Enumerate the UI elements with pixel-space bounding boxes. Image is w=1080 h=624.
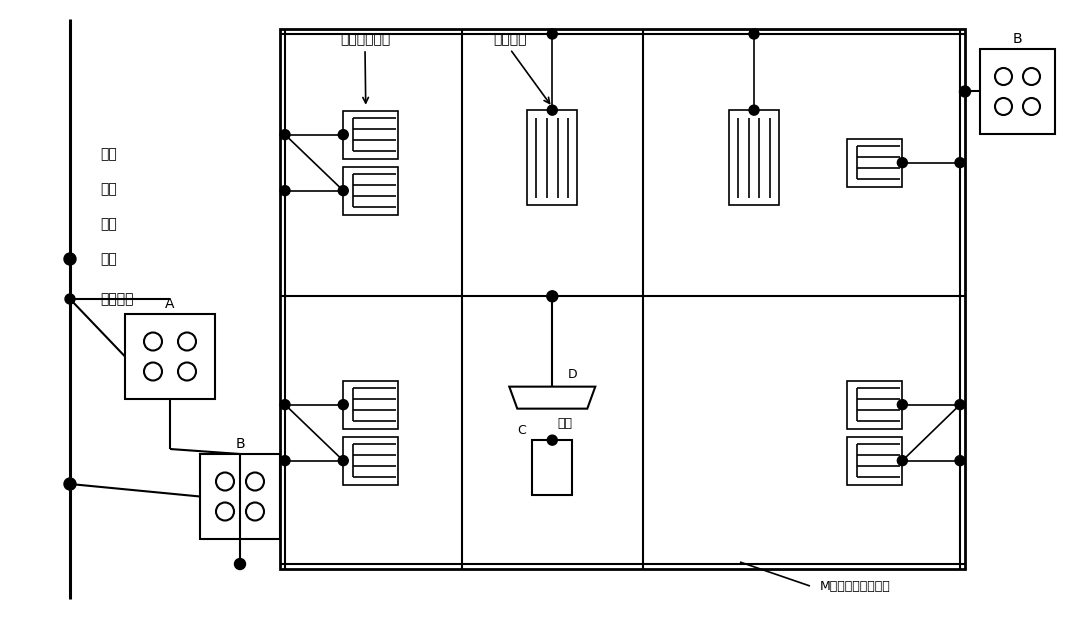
Bar: [343, 167, 399, 215]
Text: 干线: 干线: [100, 252, 117, 266]
Circle shape: [280, 399, 291, 409]
Circle shape: [897, 158, 907, 168]
Text: M型等电位连接网络: M型等电位连接网络: [820, 580, 891, 593]
Bar: [343, 437, 399, 485]
Circle shape: [897, 399, 907, 409]
Bar: [532, 440, 572, 495]
Bar: [980, 49, 1055, 134]
Circle shape: [234, 558, 245, 570]
Circle shape: [955, 456, 966, 466]
Circle shape: [280, 456, 291, 466]
Circle shape: [338, 399, 348, 409]
Text: 设备机房示意: 设备机房示意: [340, 32, 390, 46]
Circle shape: [64, 478, 76, 490]
Circle shape: [897, 456, 907, 466]
Bar: [848, 437, 903, 485]
Text: B: B: [235, 437, 245, 451]
Text: 竖井: 竖井: [100, 182, 117, 196]
Circle shape: [750, 105, 759, 115]
Circle shape: [548, 435, 557, 445]
Bar: [848, 139, 903, 187]
Circle shape: [959, 86, 971, 97]
Bar: [125, 314, 215, 399]
Text: 电气: 电气: [100, 147, 117, 161]
Text: B: B: [1013, 32, 1023, 46]
Circle shape: [338, 130, 348, 140]
Circle shape: [64, 253, 76, 265]
Bar: [343, 110, 399, 158]
Bar: [343, 381, 399, 429]
Text: 本层竖井: 本层竖井: [100, 292, 134, 306]
Circle shape: [338, 456, 348, 466]
Circle shape: [548, 29, 557, 39]
Text: 单台设备: 单台设备: [494, 32, 527, 46]
Polygon shape: [510, 387, 595, 409]
Text: 接地: 接地: [100, 217, 117, 231]
Text: C: C: [517, 424, 526, 437]
Circle shape: [65, 294, 75, 304]
Bar: [527, 110, 578, 205]
Circle shape: [280, 186, 291, 196]
Text: D: D: [567, 368, 577, 381]
Circle shape: [338, 186, 348, 196]
Bar: [280, 29, 966, 569]
Circle shape: [280, 130, 291, 140]
Circle shape: [548, 105, 557, 115]
Bar: [200, 454, 280, 539]
Bar: [729, 110, 779, 205]
Text: 线槽: 线槽: [557, 417, 572, 430]
Circle shape: [750, 29, 759, 39]
Circle shape: [955, 399, 966, 409]
Text: A: A: [165, 297, 175, 311]
Circle shape: [955, 158, 966, 168]
Bar: [848, 381, 903, 429]
Circle shape: [546, 291, 557, 302]
